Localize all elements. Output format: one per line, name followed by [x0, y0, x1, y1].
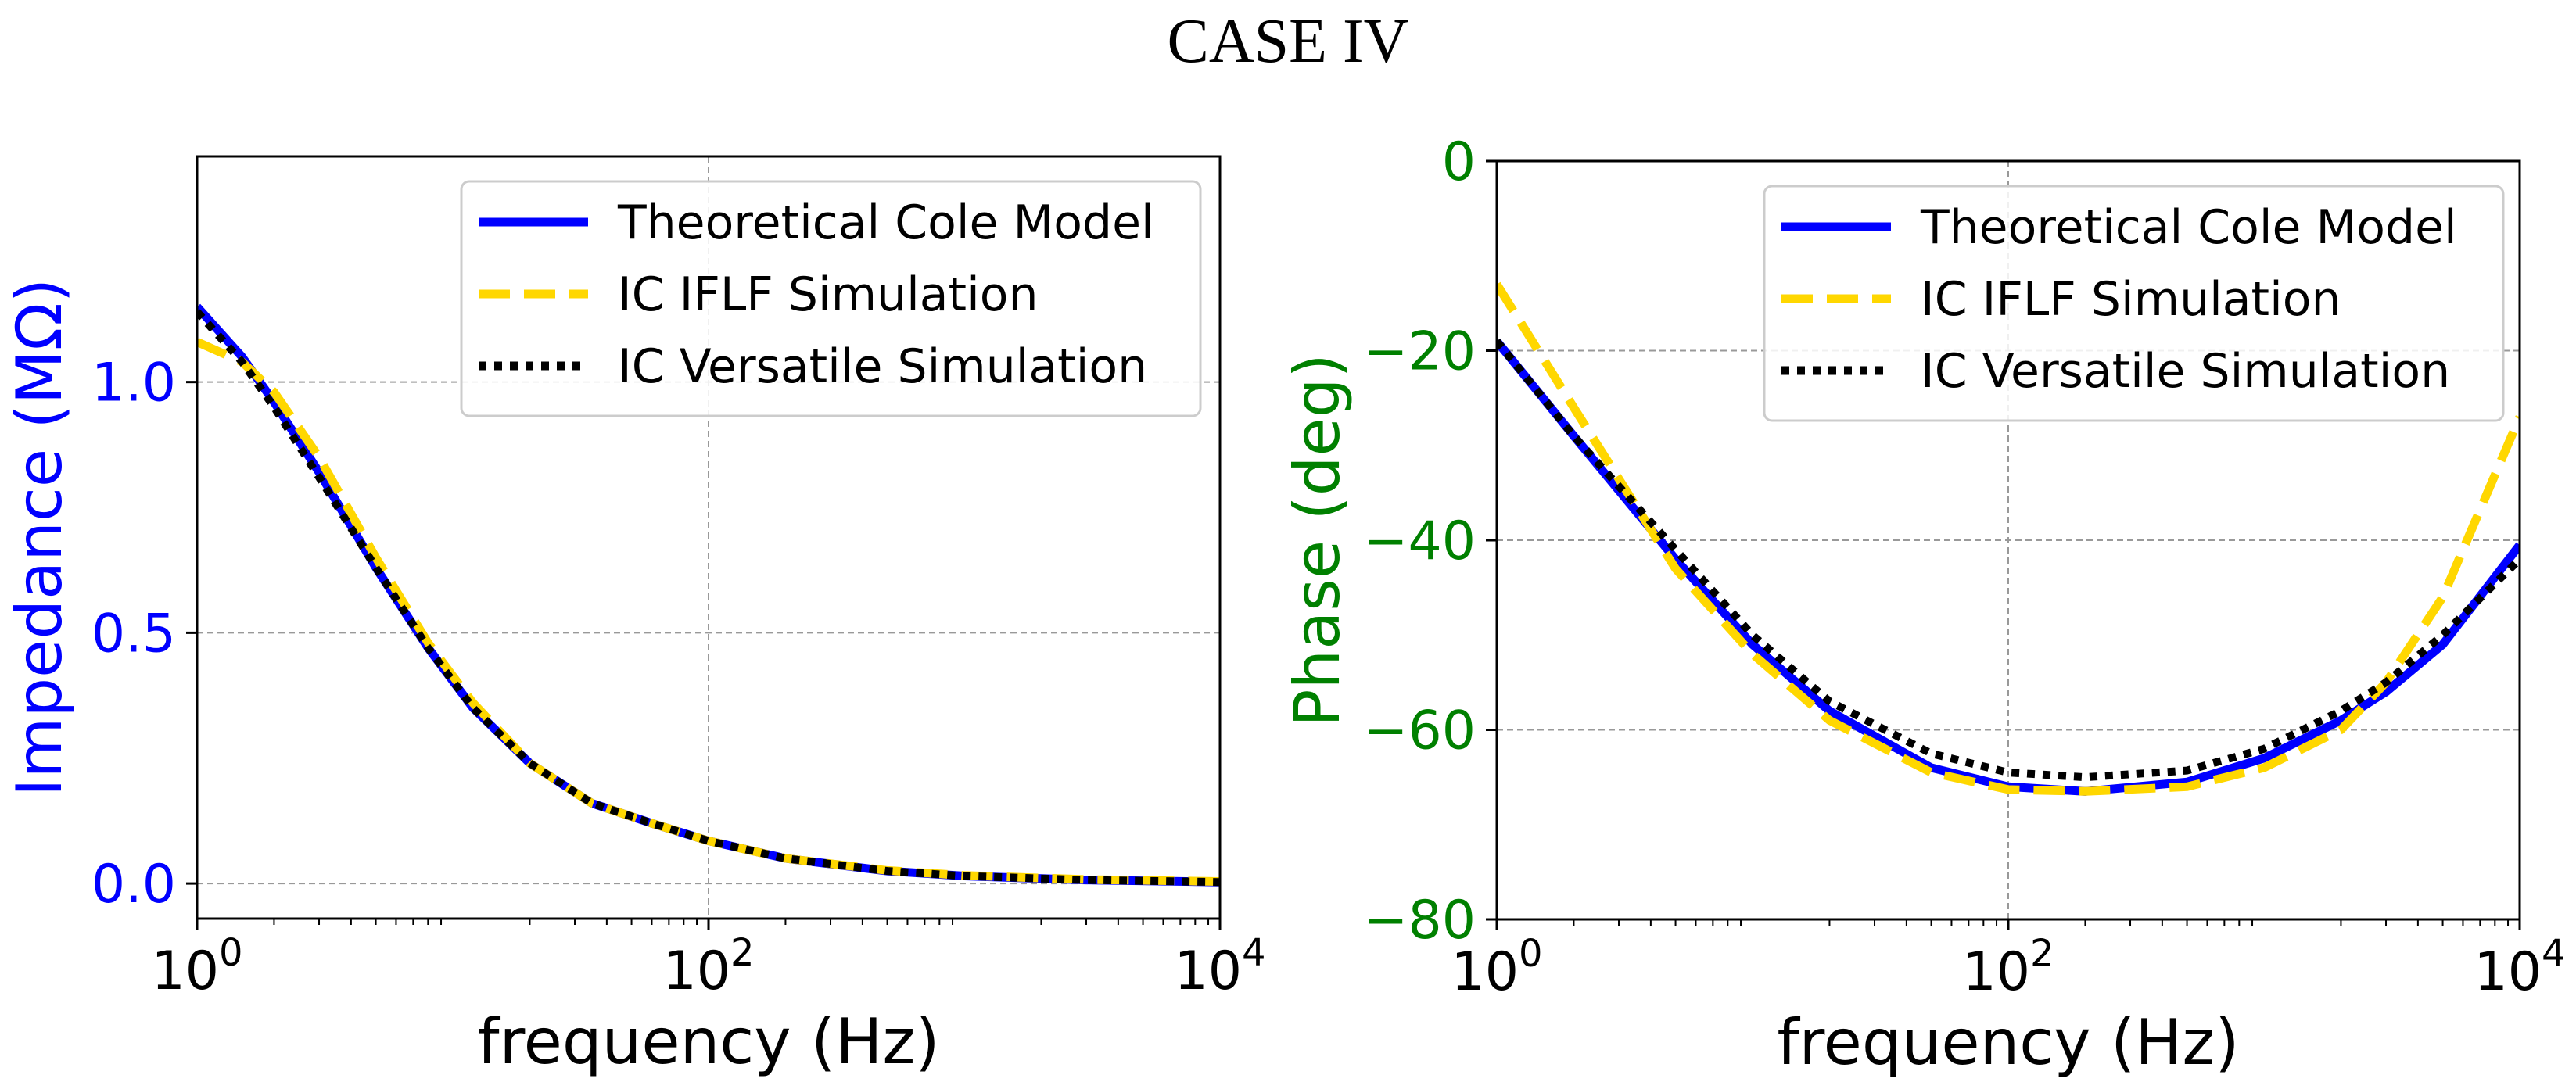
y-axis-label: Impedance (MΩ) [3, 278, 76, 797]
x-tick-label: 100 [151, 931, 242, 1002]
y-tick-label: 0.0 [91, 854, 176, 915]
legend: Theoretical Cole Model IC IFLF Simulation… [460, 180, 1202, 417]
phase-chart: 100 102 104 −80 −60 −40 −20 0 frequency (Hz) Phas… [1281, 131, 2566, 1079]
series-line-ic-iflf-simulation [1497, 281, 2520, 796]
x-tick-label: 102 [662, 931, 754, 1002]
y-axis-label: Phase (deg) [1281, 353, 1354, 727]
x-tick-label: 102 [1962, 932, 2054, 1003]
legend-label-ic-versatile-simulation: IC Versatile Simulation [618, 339, 1147, 394]
x-axis-label: frequency (Hz) [1777, 1006, 2239, 1079]
y-tick-label: −60 [1363, 700, 1476, 762]
series-group [1497, 281, 2520, 796]
legend-label-ic-iflf-simulation: IC IFLF Simulation [1921, 272, 2341, 327]
legend-label-ic-versatile-simulation: IC Versatile Simulation [1921, 344, 2450, 399]
y-tick-label: −80 [1363, 890, 1476, 951]
legend-label-theoretical-cole-model: Theoretical Cole Model [617, 195, 1154, 250]
series-line-ic-versatile-simulation [1497, 339, 2520, 782]
series-line-ic-iflf-simulation [197, 338, 1220, 886]
series-group [197, 303, 1220, 887]
legend-label-ic-iflf-simulation: IC IFLF Simulation [618, 267, 1038, 322]
series-line-ic-versatile-simulation [197, 309, 1220, 887]
legend-box [460, 180, 1202, 417]
y-tick-label: 0.5 [91, 603, 176, 665]
y-tick-label: −40 [1363, 511, 1476, 572]
legend: Theoretical Cole Model IC IFLF Simulation… [1763, 185, 2505, 422]
legend-label-theoretical-cole-model: Theoretical Cole Model [1920, 200, 2457, 255]
legend-box [1763, 185, 2505, 422]
y-tick-label: −20 [1363, 321, 1476, 383]
x-tick-label: 104 [2474, 932, 2565, 1003]
x-axis-label: frequency (Hz) [477, 1005, 939, 1078]
impedance-chart: 100 102 104 0.0 0.5 1.0 frequency (Hz) Impedanc… [3, 155, 1266, 1078]
x-tick-label: 104 [1174, 931, 1265, 1002]
y-tick-label: 0 [1442, 131, 1476, 193]
x-tick-label: 100 [1451, 932, 1542, 1003]
y-tick-label: 1.0 [91, 353, 176, 414]
page-title: CASE IV [1167, 7, 1409, 76]
